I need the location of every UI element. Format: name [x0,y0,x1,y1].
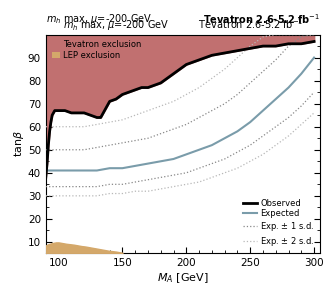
Text: Tevatron 2.6-5.2 fb$^{-1}$: Tevatron 2.6-5.2 fb$^{-1}$ [203,12,320,26]
X-axis label: $M_A$ [GeV]: $M_A$ [GeV] [157,271,209,285]
Text: $m_h$ max, $\mu$=-200 GeV: $m_h$ max, $\mu$=-200 GeV [46,12,152,26]
Y-axis label: tan$\beta$: tan$\beta$ [12,130,26,158]
Legend: Observed, Expected, Exp. $\pm$ 1 s.d., Exp. $\pm$ 2 s.d.: Observed, Expected, Exp. $\pm$ 1 s.d., E… [242,197,316,249]
Title: $m_h$ max, $\mu$=-200 GeV          Tevatron 2.6-5.2 fb$^{-1}$: $m_h$ max, $\mu$=-200 GeV Tevatron 2.6-5… [63,17,303,33]
